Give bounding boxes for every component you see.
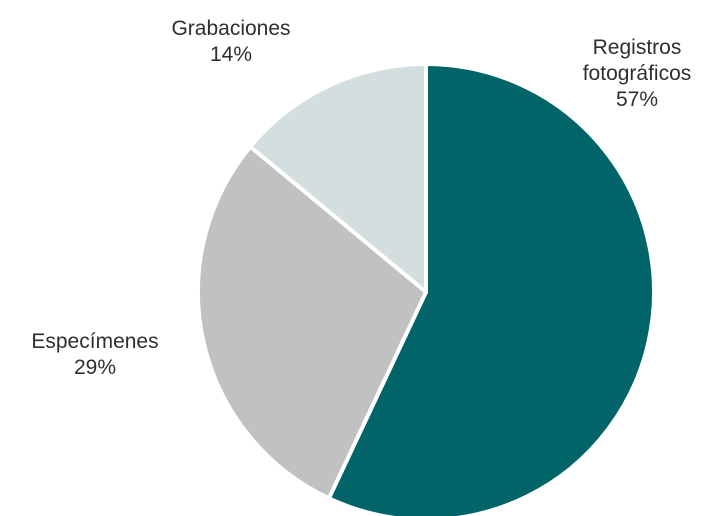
slice-value-label: 14% bbox=[210, 43, 252, 66]
slice-label: Grabaciones bbox=[171, 17, 290, 40]
slice-label: Registros bbox=[593, 36, 682, 59]
slice-label: fotográficos bbox=[583, 62, 692, 85]
pie-slice bbox=[326, 62, 656, 516]
slice-label: Especímenes bbox=[31, 330, 158, 353]
slice-label-group: Grabaciones 14% bbox=[171, 17, 290, 66]
pie-slices bbox=[196, 62, 656, 516]
pie-slice bbox=[248, 62, 428, 294]
slice-label-group: Registros fotográficos 57% bbox=[583, 36, 692, 111]
slice-value-label: 57% bbox=[616, 88, 658, 111]
pie-labels: Registros fotográficos 57% Especímenes 29% Gr… bbox=[31, 17, 691, 379]
slice-value-label: 29% bbox=[74, 356, 116, 379]
pie-slice bbox=[196, 144, 428, 501]
slice-label-group: Especímenes 29% bbox=[31, 330, 158, 379]
